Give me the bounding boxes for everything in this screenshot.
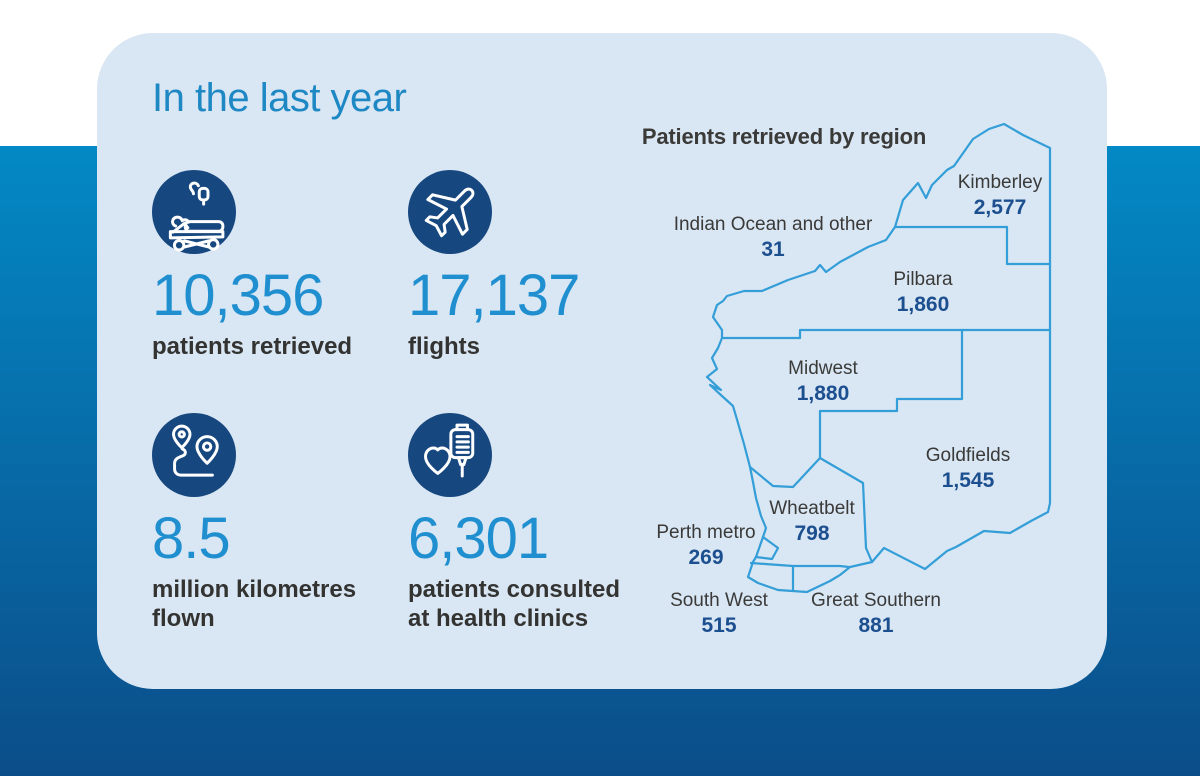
region-great-southern: Great Southern 881: [811, 590, 941, 638]
plane-icon-art: [424, 187, 475, 238]
kimberley-border: [893, 225, 1052, 266]
map-title: Patients retrieved by region: [641, 124, 927, 149]
region-pilbara: Pilbara 1,860: [893, 269, 952, 317]
heart-iv-icon-art: [424, 423, 475, 478]
region-value: 1,545: [941, 469, 995, 492]
region-name: Wheatbelt: [769, 498, 855, 519]
region-value: 2,577: [973, 196, 1027, 219]
region-value: 881: [858, 614, 894, 637]
heart-iv-icon: [408, 413, 492, 497]
region-name: Midwest: [788, 358, 858, 379]
wheatbelt-south-border: [749, 561, 851, 569]
region-value: 798: [794, 522, 830, 545]
stat-patients-retrieved: 10,356 patients retrieved: [152, 170, 382, 361]
stat-value: 6,301: [408, 506, 549, 571]
stat-value: 8.5: [152, 506, 231, 571]
pilbara-border: [720, 328, 1052, 340]
stat-label: patients retrieved: [152, 333, 353, 360]
region-name: Great Southern: [811, 590, 941, 611]
region-indian-ocean: Indian Ocean and other 31: [674, 214, 873, 262]
region-goldfields: Goldfields 1,545: [926, 445, 1011, 493]
stat-value: 10,356: [152, 263, 324, 328]
region-value: 515: [701, 614, 737, 637]
wa-coastline: [705, 122, 1052, 594]
route-pins-icon-art: [172, 424, 219, 477]
region-name: Goldfields: [925, 445, 1011, 466]
region-kimberley: Kimberley 2,577: [958, 172, 1042, 220]
midwest-goldfields-border: [818, 328, 964, 460]
region-value: 31: [761, 238, 785, 261]
stats-card: [97, 33, 1107, 689]
perth-metro-border: [754, 535, 780, 561]
region-name: Perth metro: [656, 522, 756, 543]
route-pins-icon: [152, 413, 236, 497]
stretcher-icon: [152, 170, 236, 254]
midwest-wheatbelt-border: [748, 456, 822, 489]
stat-flights: 17,137 flights: [408, 170, 638, 361]
region-perth-metro: Perth metro 269: [656, 522, 755, 570]
card-title: In the last year: [152, 76, 407, 120]
region-name: Indian Ocean and other: [673, 214, 873, 235]
stat-value: 17,137: [408, 263, 580, 328]
region-name: Kimberley: [957, 172, 1043, 193]
stat-health-clinics: 6,301 patients consulted at health clini…: [408, 413, 638, 633]
wa-region-map: [705, 122, 1052, 594]
region-value: 1,860: [896, 293, 950, 316]
plane-icon: [408, 170, 492, 254]
region-value: 1,880: [796, 382, 850, 405]
stat-label: patients consulted at health clinics: [408, 576, 621, 632]
region-name: Pilbara: [893, 269, 953, 290]
stretcher-icon-art: [168, 181, 225, 252]
region-value: 269: [688, 546, 724, 569]
region-midwest: Midwest 1,880: [788, 358, 858, 406]
region-name: South West: [670, 590, 768, 611]
stat-label: million kilometres flown: [152, 576, 357, 632]
region-south-west: South West 515: [670, 590, 768, 638]
wheatbelt-goldfields-border: [818, 456, 874, 564]
stat-label: flights: [408, 333, 480, 360]
region-wheatbelt: Wheatbelt 798: [769, 498, 855, 546]
stat-kilometres-flown: 8.5 million kilometres flown: [152, 413, 382, 633]
